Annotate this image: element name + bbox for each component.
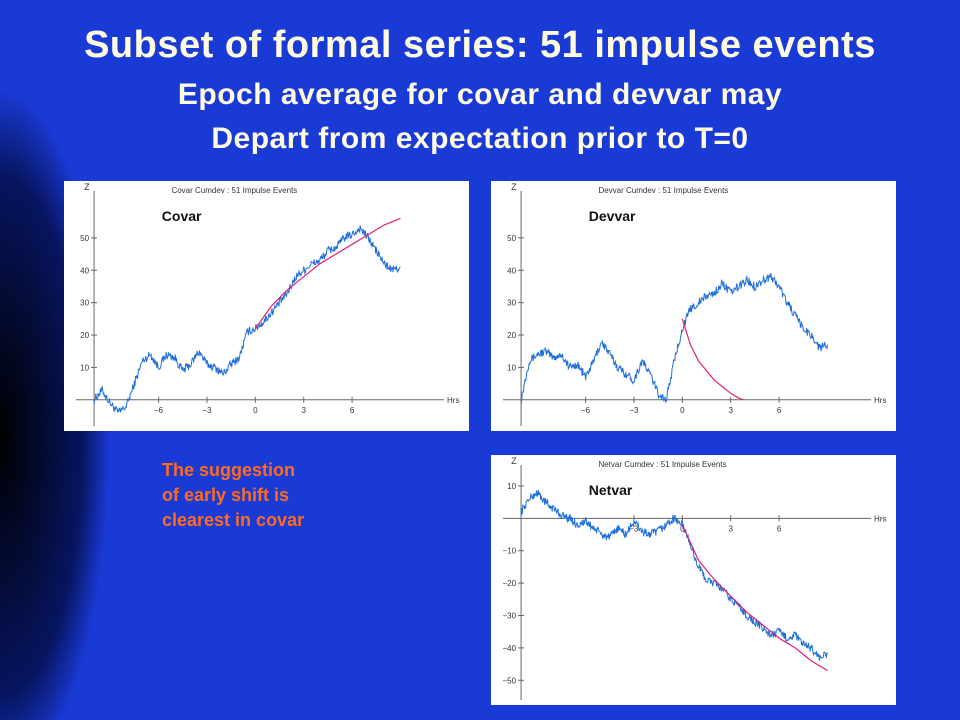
- slide-subtitle-line-1: Epoch average for covar and devvar may: [177, 78, 783, 111]
- x-tick-label: −6: [154, 406, 164, 415]
- y-tick-label: −30: [502, 612, 516, 621]
- devvar-chart: Devvar Cumdev : 51 Impulse Events Z Hrs Dev…: [503, 182, 886, 426]
- x-tick-label: −3: [629, 524, 639, 533]
- slide-subtitle-line-2: Depart from expectation prior to T=0: [211, 122, 749, 155]
- covar-chart-panel: Covar Cumdev : 51 Impulse Events Z Hrs Cova…: [64, 181, 469, 431]
- y-tick-label: 10: [507, 363, 516, 372]
- y-tick-label: −50: [502, 676, 516, 685]
- panel-label: Covar: [162, 208, 202, 224]
- x-tick-label: 6: [777, 406, 782, 415]
- x-tick-label: −3: [202, 406, 212, 415]
- y-tick-label: −40: [502, 644, 516, 653]
- y-tick-label: 10: [507, 482, 516, 491]
- y-axis-label: Z: [511, 182, 517, 192]
- y-tick-label: 40: [507, 266, 516, 275]
- netvar-chart: Netvar Cumdev : 51 Impulse Events Z Hrs Net…: [502, 456, 886, 700]
- x-tick-label: 6: [350, 406, 355, 415]
- x-tick-label: −6: [581, 406, 591, 415]
- y-tick-label: 40: [80, 266, 89, 275]
- x-tick-label: 6: [777, 524, 782, 533]
- panel-label: Netvar: [589, 482, 633, 498]
- y-tick-label: 50: [80, 234, 89, 243]
- expectation-curve-line: [681, 524, 828, 672]
- y-tick-label: −10: [502, 547, 516, 556]
- x-tick-label: 0: [680, 406, 685, 415]
- y-tick-label: −20: [502, 579, 516, 588]
- expectation-curve-line: [681, 318, 744, 401]
- panel-label: Devvar: [589, 208, 636, 224]
- y-tick-label: 50: [507, 234, 516, 243]
- covar-chart: Covar Cumdev : 51 Impulse Events Z Hrs Cova…: [76, 182, 459, 426]
- x-tick-label: 3: [728, 406, 733, 415]
- note-text: The suggestion of early shift is cleares…: [162, 458, 304, 533]
- cumdev-series-line: [93, 225, 401, 414]
- note-line-2: of early shift is: [162, 485, 290, 505]
- y-axis-label: Z: [511, 456, 517, 466]
- cumdev-series-line: [520, 273, 828, 404]
- x-axis-label: Hrs: [874, 396, 886, 405]
- x-tick-label: 3: [728, 524, 733, 533]
- chart-title: Covar Cumdev : 51 Impulse Events: [171, 186, 297, 195]
- x-axis-label: Hrs: [874, 514, 886, 523]
- x-tick-label: 3: [301, 406, 306, 415]
- y-tick-label: 20: [80, 331, 89, 340]
- chart-title: Netvar Cumdev : 51 Impulse Events: [598, 460, 726, 469]
- chart-title: Devvar Cumdev : 51 Impulse Events: [598, 186, 728, 195]
- slide-title: Subset of formal series: 51 impulse even…: [84, 24, 876, 66]
- x-tick-label: 0: [253, 406, 258, 415]
- y-tick-label: 10: [80, 363, 89, 372]
- y-tick-label: 30: [507, 299, 516, 308]
- y-tick-label: 30: [80, 299, 89, 308]
- y-tick-label: 20: [507, 331, 516, 340]
- cumdev-series-line: [520, 490, 828, 661]
- x-axis-label: Hrs: [447, 396, 459, 405]
- note-line-3: clearest in covar: [162, 510, 305, 530]
- x-tick-label: −3: [629, 406, 639, 415]
- devvar-chart-panel: Devvar Cumdev : 51 Impulse Events Z Hrs Dev…: [491, 181, 896, 431]
- note-line-1: The suggestion: [162, 460, 296, 480]
- expectation-curve-line: [254, 217, 401, 329]
- netvar-chart-panel: Netvar Cumdev : 51 Impulse Events Z Hrs Net…: [491, 455, 896, 705]
- y-axis-label: Z: [84, 182, 90, 192]
